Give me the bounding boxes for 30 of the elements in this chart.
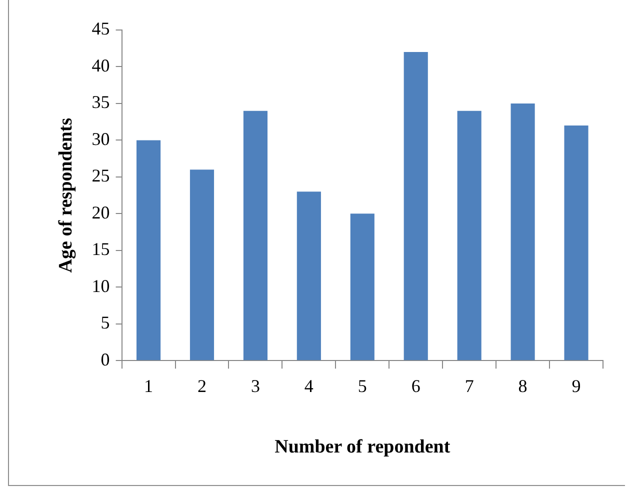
x-axis-title: Number of repondent <box>274 436 451 458</box>
bar <box>510 103 535 360</box>
y-tick-label: 10 <box>92 276 110 296</box>
x-tick-label: 8 <box>518 376 528 396</box>
y-tick-label: 30 <box>92 128 110 149</box>
bar <box>190 170 214 360</box>
x-tick-label: 5 <box>358 376 367 396</box>
x-tick-label: 2 <box>198 376 206 396</box>
y-tick-label: 20 <box>92 202 110 222</box>
y-tick-label: 0 <box>100 349 110 370</box>
y-tick-label: 45 <box>92 18 110 39</box>
y-axis-title: Age of respondents <box>55 118 76 273</box>
x-tick-label: 6 <box>411 376 420 396</box>
bar <box>564 126 588 360</box>
bar <box>136 140 161 360</box>
x-tick-label: 3 <box>250 376 260 396</box>
bar <box>296 192 321 360</box>
bar <box>404 52 428 360</box>
y-tick-label: 40 <box>92 55 110 76</box>
x-tick-label: 1 <box>144 376 154 396</box>
y-tick-label: 25 <box>92 166 110 186</box>
bar <box>350 214 374 360</box>
bar <box>457 110 482 360</box>
y-tick-label: 5 <box>100 312 110 333</box>
y-tick-label: 15 <box>92 239 110 260</box>
y-tick-label: 35 <box>92 92 110 112</box>
bar <box>243 110 268 360</box>
x-tick-label: 9 <box>572 376 581 396</box>
x-tick-label: 7 <box>464 376 474 396</box>
x-tick-label: 4 <box>304 376 314 396</box>
